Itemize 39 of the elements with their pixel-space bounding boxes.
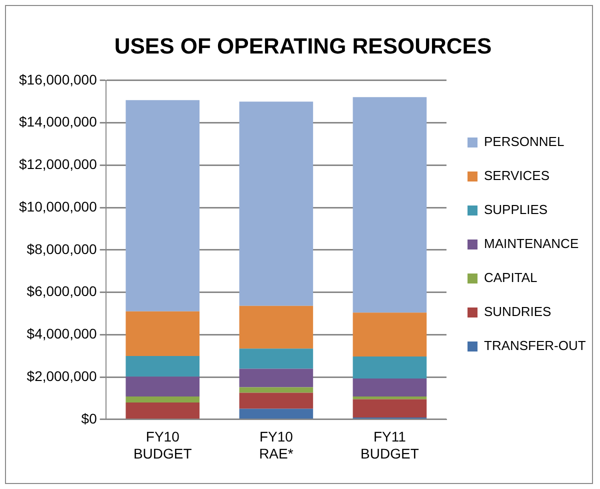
bar (352, 356, 427, 379)
y-tick-label: $6,000,000 (26, 283, 98, 300)
bar (126, 100, 200, 312)
bar (239, 392, 314, 409)
y-tick-label: $16,000,000 (18, 71, 98, 88)
legend-label: CAPITAL (484, 270, 538, 286)
x-tick-label: FY11 BUDGET (360, 428, 420, 462)
bar (126, 396, 200, 402)
x-tick-label: FY10 RAE* (259, 428, 294, 462)
legend-label: MAINTENANCE (484, 236, 579, 252)
bar (352, 399, 427, 418)
y-tick-label: $10,000,000 (18, 198, 98, 214)
bar (352, 396, 427, 400)
y-tick-label: $12,000,000 (18, 156, 98, 172)
legend-label: SUNDRIES (484, 304, 552, 320)
y-tick-label: $8,000,000 (26, 240, 98, 257)
bar (352, 97, 427, 313)
bar (352, 312, 427, 356)
y-tick-label: $4,000,000 (26, 326, 98, 342)
bar (239, 408, 314, 419)
legend-label: SUPPLIES (484, 202, 548, 218)
bar (239, 306, 314, 349)
x-tick-label: FY10 BUDGET (133, 428, 192, 462)
legend-label: TRANSFER-OUT (484, 338, 586, 354)
y-tick-label: $0 (81, 410, 98, 426)
y-tick-label: $2,000,000 (26, 368, 98, 384)
legend-label: PERSONNEL (484, 134, 564, 150)
y-tick-label: $14,000,000 (18, 114, 98, 130)
bar (126, 376, 200, 397)
bar (126, 402, 200, 419)
bar (126, 311, 200, 356)
bar (239, 102, 314, 306)
chart-title: USES OF OPERATING RESOURCES (114, 33, 492, 58)
bar (352, 378, 427, 397)
bar (239, 387, 314, 393)
bar (126, 356, 200, 377)
bar (239, 348, 314, 369)
bar (239, 368, 314, 388)
legend-label: SERVICES (484, 168, 550, 184)
